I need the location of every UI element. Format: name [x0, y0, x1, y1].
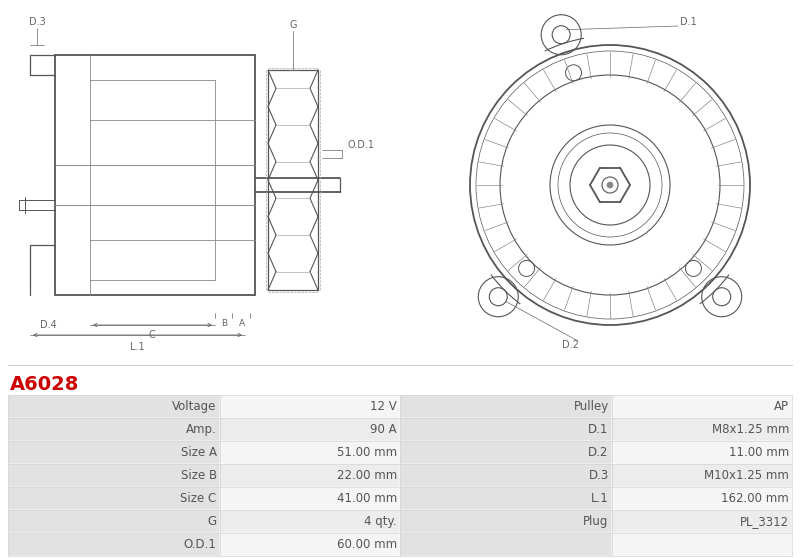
Text: PL_3312: PL_3312 — [740, 515, 789, 528]
Bar — [8, 395, 792, 418]
Bar — [8, 441, 220, 464]
Bar — [612, 533, 792, 556]
Bar — [8, 533, 792, 556]
Bar — [612, 418, 792, 441]
Bar — [612, 395, 792, 418]
Text: O.D.1: O.D.1 — [348, 140, 375, 150]
Bar — [8, 441, 792, 464]
Text: D.3: D.3 — [29, 17, 46, 27]
Bar — [400, 441, 612, 464]
Text: L.1: L.1 — [130, 342, 144, 352]
Text: Size B: Size B — [181, 469, 217, 482]
Text: 51.00 mm: 51.00 mm — [337, 446, 397, 459]
Bar — [220, 464, 400, 487]
Text: D.4: D.4 — [40, 320, 56, 330]
Bar — [8, 510, 792, 533]
Text: AP: AP — [774, 400, 789, 413]
Text: 162.00 mm: 162.00 mm — [722, 492, 789, 505]
Text: 41.00 mm: 41.00 mm — [337, 492, 397, 505]
Text: G: G — [207, 515, 217, 528]
Bar — [8, 418, 792, 441]
Text: D.1: D.1 — [588, 423, 609, 436]
Text: Plug: Plug — [583, 515, 609, 528]
Bar — [612, 487, 792, 510]
Bar — [8, 464, 792, 487]
Text: D.2: D.2 — [588, 446, 609, 459]
Bar — [400, 533, 612, 556]
Text: M10x1.25 mm: M10x1.25 mm — [704, 469, 789, 482]
Text: Amp.: Amp. — [186, 423, 217, 436]
Circle shape — [607, 182, 613, 188]
Bar — [220, 441, 400, 464]
Bar — [400, 510, 612, 533]
Text: B: B — [221, 320, 227, 329]
Text: D.1: D.1 — [680, 17, 697, 27]
Text: 60.00 mm: 60.00 mm — [337, 538, 397, 551]
Text: D.2: D.2 — [562, 340, 578, 350]
Text: 12 V: 12 V — [370, 400, 397, 413]
Text: A: A — [239, 320, 245, 329]
Text: Voltage: Voltage — [172, 400, 217, 413]
Bar — [400, 487, 612, 510]
Bar — [612, 464, 792, 487]
Text: 4 qty.: 4 qty. — [364, 515, 397, 528]
Bar — [612, 441, 792, 464]
Bar — [220, 418, 400, 441]
Bar — [220, 487, 400, 510]
Text: D.3: D.3 — [589, 469, 609, 482]
Text: A6028: A6028 — [10, 376, 79, 395]
Text: O.D.1: O.D.1 — [184, 538, 217, 551]
Bar — [8, 510, 220, 533]
Bar — [400, 464, 612, 487]
Bar — [8, 395, 220, 418]
Text: 22.00 mm: 22.00 mm — [337, 469, 397, 482]
Text: 11.00 mm: 11.00 mm — [729, 446, 789, 459]
Bar — [400, 418, 612, 441]
Bar — [8, 487, 792, 510]
Text: M8x1.25 mm: M8x1.25 mm — [712, 423, 789, 436]
Text: Size A: Size A — [181, 446, 217, 459]
Bar — [612, 510, 792, 533]
Text: Size C: Size C — [181, 492, 217, 505]
Bar — [8, 487, 220, 510]
Text: L.1: L.1 — [591, 492, 609, 505]
Bar — [8, 464, 220, 487]
Bar — [220, 510, 400, 533]
Bar — [8, 418, 220, 441]
Text: Pulley: Pulley — [574, 400, 609, 413]
Bar — [8, 533, 220, 556]
Bar — [220, 395, 400, 418]
Bar — [220, 533, 400, 556]
Text: C: C — [149, 330, 155, 340]
Text: 90 A: 90 A — [370, 423, 397, 436]
Bar — [400, 395, 612, 418]
Text: G: G — [290, 20, 297, 30]
